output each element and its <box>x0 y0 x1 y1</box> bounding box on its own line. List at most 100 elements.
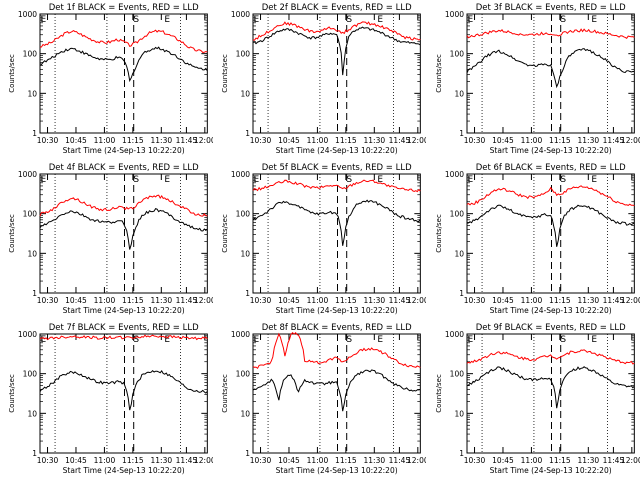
x-tick-label: 11:45 <box>389 456 411 465</box>
x-tick-label: 10:45 <box>278 136 300 145</box>
chart-panel-2: Det 2f BLACK = Events, RED = LLD 1 10 100 10… <box>221 3 426 155</box>
x-tick-label: 10:30 <box>464 296 486 305</box>
y-tick-label: 100 <box>23 50 38 59</box>
x-tick-label: 11:45 <box>389 296 411 305</box>
lld-series-line <box>252 179 421 193</box>
x-tick-label: 10:30 <box>250 296 272 305</box>
event-marker-label: E <box>164 15 170 25</box>
x-tick-label: 10:45 <box>65 456 87 465</box>
plot-frame <box>252 173 421 294</box>
chart-title: Det 2f BLACK = Events, RED = LLD <box>262 3 412 13</box>
chart-title: Det 5f BLACK = Events, RED = LLD <box>262 163 412 173</box>
lld-series-line <box>39 29 208 54</box>
x-tick-label: 10:45 <box>492 296 514 305</box>
x-tick-label: 11:45 <box>176 136 198 145</box>
event-marker-label: E <box>377 15 383 25</box>
y-tick-label: 100 <box>236 210 251 219</box>
y-tick-label: 100 <box>23 210 38 219</box>
y-tick-label: 1 <box>459 289 464 298</box>
x-tick-label: 11:00 <box>307 296 329 305</box>
y-tick-label: 10 <box>454 89 464 98</box>
y-tick-label: 10 <box>454 409 464 418</box>
x-tick-label: 11:30 <box>578 456 600 465</box>
y-tick-label: 1 <box>245 289 250 298</box>
y-tick-label: 1000 <box>445 10 464 19</box>
y-tick-label: 1 <box>459 129 464 138</box>
x-tick-label: 10:30 <box>37 296 59 305</box>
lld-series-line <box>466 349 635 365</box>
lld-series-line <box>252 331 421 370</box>
x-tick-label: 11:45 <box>176 456 198 465</box>
x-axis-label: Start Time (24-Sep-13 10:22:20) <box>490 466 612 475</box>
chart-panel-7: Det 7f BLACK = Events, RED = LLD 1 10 100 10… <box>8 323 213 475</box>
lld-series-line <box>39 194 208 217</box>
x-tick-label: 12:00 <box>621 456 640 465</box>
event-marker-label: S <box>133 15 139 25</box>
y-axis-label: Counts/sec <box>221 54 229 93</box>
x-axis-label: Start Time (24-Sep-13 10:22:20) <box>276 146 398 155</box>
x-tick-label: 10:30 <box>250 136 272 145</box>
event-marker-label: E <box>41 335 47 345</box>
x-tick-label: 11:15 <box>335 296 357 305</box>
event-marker-label: E <box>468 175 474 185</box>
x-tick-label: 10:30 <box>37 136 59 145</box>
x-tick-label: 11:30 <box>578 136 600 145</box>
plot-frame <box>39 13 208 134</box>
y-tick-label: 100 <box>236 50 251 59</box>
y-tick-label: 100 <box>236 370 251 379</box>
y-tick-label: 100 <box>450 210 465 219</box>
y-tick-label: 1 <box>245 449 250 458</box>
y-tick-label: 10 <box>240 89 250 98</box>
event-marker-label: E <box>591 175 597 185</box>
event-marker-label: E <box>468 15 474 25</box>
x-tick-label: 11:30 <box>151 456 173 465</box>
chart-panel-5: Det 5f BLACK = Events, RED = LLD 1 10 100 10… <box>221 163 426 315</box>
events-series-line <box>39 46 208 83</box>
x-tick-label: 10:45 <box>278 456 300 465</box>
chart-title: Det 1f BLACK = Events, RED = LLD <box>49 3 199 13</box>
y-axis-label: Counts/sec <box>8 374 16 413</box>
x-tick-label: 11:45 <box>603 456 625 465</box>
x-tick-label: 11:15 <box>122 456 144 465</box>
x-tick-label: 10:45 <box>278 296 300 305</box>
event-marker-label: E <box>254 15 260 25</box>
x-tick-label: 12:00 <box>407 456 426 465</box>
event-marker-label: S <box>133 175 139 185</box>
event-marker-label: S <box>346 335 352 345</box>
event-marker-label: S <box>346 15 352 25</box>
x-tick-label: 10:30 <box>464 136 486 145</box>
x-tick-label: 11:15 <box>122 136 144 145</box>
event-marker-label: E <box>591 335 597 345</box>
x-tick-label: 11:00 <box>521 456 543 465</box>
x-tick-label: 12:00 <box>621 136 640 145</box>
x-axis-label: Start Time (24-Sep-13 10:22:20) <box>490 146 612 155</box>
y-tick-label: 1 <box>459 449 464 458</box>
x-tick-label: 11:00 <box>94 296 116 305</box>
event-marker-label: S <box>133 335 139 345</box>
x-tick-label: 11:30 <box>151 296 173 305</box>
events-series-line <box>466 366 635 409</box>
x-tick-label: 11:15 <box>549 136 571 145</box>
event-marker-label: E <box>164 175 170 185</box>
y-axis-label: Counts/sec <box>435 374 443 413</box>
chart-panel-8: Det 8f BLACK = Events, RED = LLD 1 10 100 10… <box>221 323 426 475</box>
x-tick-label: 11:30 <box>151 136 173 145</box>
chart-title: Det 7f BLACK = Events, RED = LLD <box>49 323 199 333</box>
event-marker-label: E <box>254 335 260 345</box>
events-series-line <box>466 204 635 247</box>
x-axis-label: Start Time (24-Sep-13 10:22:20) <box>276 466 398 475</box>
x-tick-label: 11:00 <box>521 136 543 145</box>
x-tick-label: 10:30 <box>250 456 272 465</box>
x-tick-label: 12:00 <box>194 456 213 465</box>
chart-panel-6: Det 6f BLACK = Events, RED = LLD 1 10 100 10… <box>435 163 640 315</box>
y-tick-label: 100 <box>450 50 465 59</box>
event-marker-label: S <box>346 175 352 185</box>
x-tick-label: 11:00 <box>307 456 329 465</box>
chart-panel-3: Det 3f BLACK = Events, RED = LLD 1 10 100 10… <box>435 3 640 155</box>
x-tick-label: 11:00 <box>521 296 543 305</box>
x-tick-label: 11:15 <box>549 296 571 305</box>
x-tick-label: 11:00 <box>94 136 116 145</box>
chart-panel-1: Det 1f BLACK = Events, RED = LLD 1 10 100 10… <box>8 3 213 155</box>
plot-frame <box>466 13 635 134</box>
x-tick-label: 10:45 <box>492 456 514 465</box>
